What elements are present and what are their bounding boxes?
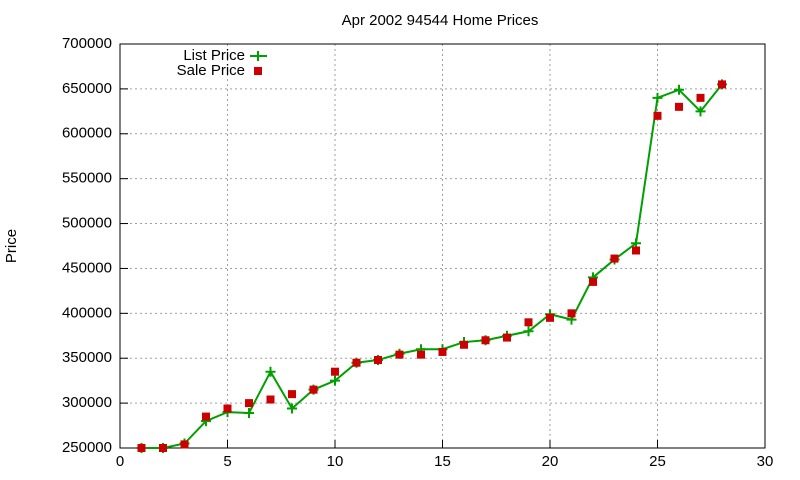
point [265,366,276,377]
point [567,309,576,318]
point [589,277,597,286]
point [438,347,447,356]
point [330,375,340,386]
legend-marker [254,67,262,75]
point [180,440,189,449]
point [653,111,662,120]
point [460,340,468,349]
point [374,356,382,365]
x-tick-label: 15 [434,453,451,470]
point [159,444,167,452]
point [288,390,296,399]
point [244,407,254,418]
point [524,318,533,327]
point [395,350,404,359]
point [503,333,511,342]
plot-border [119,43,766,449]
point [309,385,318,394]
point [481,336,490,345]
legend-marker [253,51,263,61]
y-tick-label: 700000 [62,35,112,52]
point [674,84,684,95]
point [675,102,683,111]
x-tick-label: 5 [223,453,231,470]
point [610,254,619,263]
point [331,367,339,376]
y-tick-label: 350000 [62,349,112,366]
x-tick-label: 0 [116,453,124,470]
point [137,444,146,452]
y-tick-label: 450000 [62,259,112,276]
series-line [141,83,723,449]
x-tick-label: 25 [649,453,666,470]
point [223,404,232,413]
point [523,326,534,337]
y-tick-label: 300000 [62,394,112,411]
y-axis-label: Price [3,229,20,263]
point [546,313,554,322]
point [652,92,663,103]
y-tick-label: 500000 [62,215,112,232]
point [696,93,705,102]
point [266,395,275,404]
x-tick-label: 20 [542,453,559,470]
y-tick-label: 550000 [62,170,112,187]
y-tick-label: 400000 [62,304,112,321]
point [352,358,361,367]
point [632,246,640,255]
x-tick-label: 10 [327,453,344,470]
y-tick-label: 650000 [62,80,112,97]
point [417,350,425,359]
point [245,399,253,408]
point [695,106,706,117]
point [718,80,726,89]
point [287,403,297,414]
y-tick-label: 600000 [62,125,112,142]
legend-label: Sale Price [177,62,245,79]
point [202,412,210,421]
x-tick-label: 30 [757,453,774,470]
chart-title: Apr 2002 94544 Home Prices [342,12,539,29]
y-tick-label: 250000 [62,439,112,456]
legend-label: List Price [183,47,245,64]
